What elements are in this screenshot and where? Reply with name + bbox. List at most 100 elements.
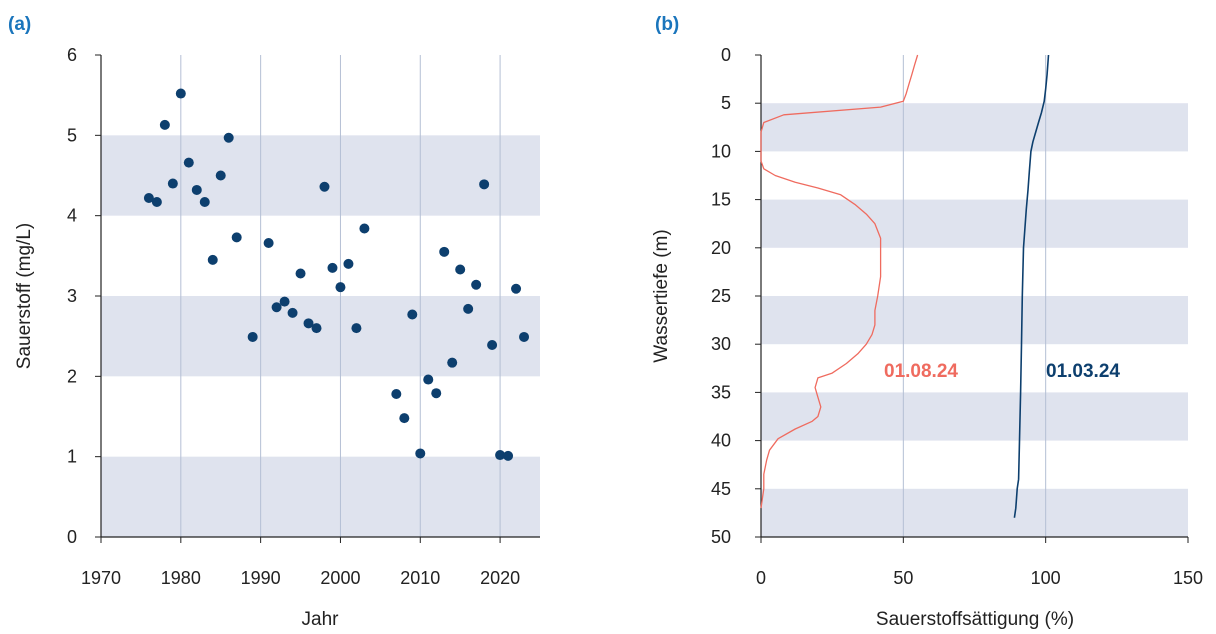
x-tick-label: 2010 — [400, 568, 440, 588]
panel-a-y-tick-labels: 0 1 2 3 4 5 6 — [67, 45, 101, 547]
panel-b-vertical-gridlines — [902, 55, 1047, 537]
y-tick-label: 15 — [711, 190, 731, 210]
y-tick-label: 0 — [67, 527, 77, 547]
shaded-band — [761, 296, 1188, 345]
y-tick-label: 6 — [67, 45, 77, 65]
series-line-01-03-24 — [1013, 54, 1050, 518]
shaded-band — [101, 135, 540, 216]
series-line-01-08-24 — [760, 54, 919, 509]
data-point — [343, 258, 354, 269]
panel-a-x-axis-label: Jahr — [302, 609, 340, 630]
panel-b-shaded-bands — [761, 103, 1188, 537]
panel-a-data-points — [143, 88, 530, 461]
data-point — [183, 157, 194, 168]
data-point — [399, 413, 410, 424]
data-point — [359, 223, 370, 234]
y-tick-label: 50 — [711, 527, 731, 547]
panel-a-label: (a) — [8, 14, 31, 35]
data-point — [303, 318, 314, 329]
shaded-band — [761, 199, 1188, 248]
panel-a-shaded-bands — [101, 135, 540, 537]
shaded-band — [101, 456, 540, 537]
data-point — [271, 302, 282, 313]
data-point — [391, 389, 402, 400]
x-tick-label: 150 — [1173, 568, 1203, 588]
data-point — [167, 178, 178, 189]
data-point — [223, 132, 234, 143]
x-tick-label: 1980 — [161, 568, 201, 588]
panel-b-label: (b) — [655, 14, 679, 35]
data-point — [231, 232, 242, 243]
data-point — [247, 331, 258, 342]
data-point — [407, 309, 418, 320]
data-point — [191, 184, 202, 195]
x-tick-label: 1990 — [241, 568, 281, 588]
y-tick-label: 1 — [67, 447, 77, 467]
data-point — [479, 179, 490, 190]
x-tick-label: 2000 — [320, 568, 360, 588]
data-point — [351, 323, 362, 334]
data-point — [503, 450, 514, 461]
series-label-01-08-24: 01.08.24 — [884, 361, 958, 382]
x-tick-label: 2020 — [480, 568, 520, 588]
data-point — [279, 296, 290, 307]
shaded-band — [761, 103, 1188, 152]
y-tick-label: 25 — [711, 286, 731, 306]
data-point — [287, 307, 298, 318]
y-tick-label: 20 — [711, 238, 731, 258]
panel-a: (a) 1970 1980 1990 2000 2010 2020 0 1 2 3 4 5 6 Jah… — [8, 14, 540, 630]
y-tick-label: 45 — [711, 479, 731, 499]
data-point — [311, 323, 322, 334]
x-tick-label: 0 — [756, 568, 766, 588]
y-tick-label: 5 — [67, 125, 77, 145]
data-point — [447, 357, 458, 368]
x-tick-label: 1970 — [81, 568, 121, 588]
y-tick-label: 40 — [711, 431, 731, 451]
data-point — [431, 388, 442, 399]
data-point — [215, 170, 226, 181]
panel-a-y-axis-label: Sauerstoff (mg/L) — [14, 223, 35, 369]
data-point — [519, 331, 530, 342]
data-point — [471, 279, 482, 290]
panel-b: (b) 0 50 100 150 0 5 10 15 20 25 30 35 40 45 50 01.08… — [651, 14, 1203, 630]
shaded-band — [761, 488, 1188, 537]
data-point — [295, 268, 306, 279]
panel-b-y-tick-labels: 0 5 10 15 20 25 30 35 40 45 50 — [711, 45, 761, 547]
data-point — [463, 303, 474, 314]
data-point — [423, 374, 434, 385]
data-point — [143, 192, 154, 203]
data-point — [159, 119, 170, 130]
data-point — [511, 283, 522, 294]
y-tick-label: 0 — [721, 45, 731, 65]
panel-a-x-tick-labels: 1970 1980 1990 2000 2010 2020 — [81, 537, 520, 588]
y-tick-label: 5 — [721, 93, 731, 113]
y-tick-label: 35 — [711, 382, 731, 402]
series-label-01-03-24: 01.03.24 — [1046, 361, 1120, 382]
panel-b-y-axis-label: Wassertiefe (m) — [651, 229, 672, 362]
y-tick-label: 30 — [711, 334, 731, 354]
data-point — [319, 181, 330, 192]
y-tick-label: 4 — [67, 206, 77, 226]
data-point — [335, 282, 346, 293]
panel-b-x-axis-label: Sauerstoffsättigung (%) — [876, 609, 1074, 630]
data-point — [151, 197, 162, 208]
data-point — [495, 450, 506, 461]
x-tick-label: 100 — [1031, 568, 1061, 588]
x-tick-label: 50 — [893, 568, 913, 588]
data-point — [455, 264, 466, 275]
panel-b-series-lines — [760, 54, 1050, 518]
data-point — [439, 246, 450, 257]
panel-b-x-tick-labels: 0 50 100 150 — [756, 537, 1203, 588]
data-point — [263, 237, 274, 248]
shaded-band — [101, 296, 540, 377]
data-point — [207, 254, 218, 265]
data-point — [199, 197, 210, 208]
data-point — [175, 88, 186, 99]
data-point — [415, 448, 426, 459]
data-point — [327, 262, 338, 273]
data-point — [487, 340, 498, 351]
y-tick-label: 2 — [67, 366, 77, 386]
shaded-band — [761, 392, 1188, 441]
y-tick-label: 10 — [711, 141, 731, 161]
